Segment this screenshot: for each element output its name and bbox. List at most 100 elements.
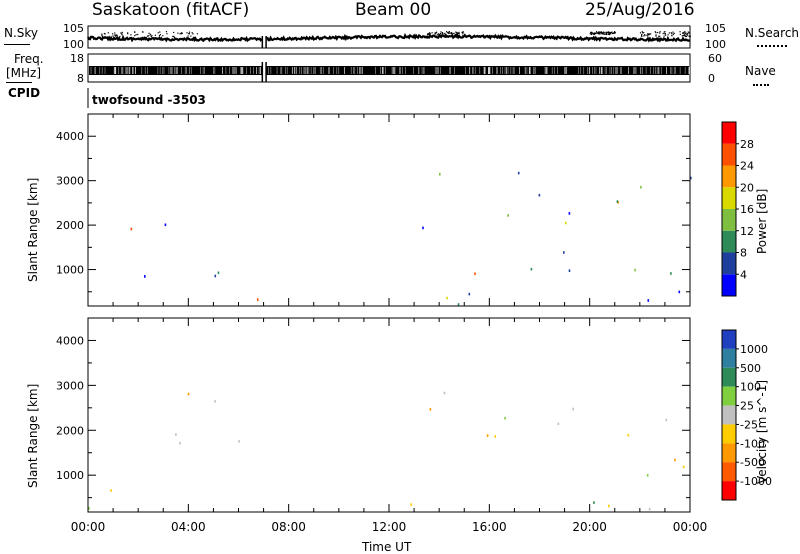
power-colorbar-segment [722,274,736,296]
nsearch-point [114,35,117,37]
nsearch-point [457,35,460,38]
nsearch-point [444,35,446,37]
nsearch-point [453,32,455,35]
nsearch-point [449,32,451,34]
freq-frame [87,53,691,83]
nsearch-point [589,33,591,35]
nsearch-point [607,33,609,35]
power-cell [130,227,133,231]
nsearch-point [686,33,688,35]
nsearch-point [446,32,448,34]
nsearch-point [448,35,450,37]
nsearch-point [116,35,118,37]
velocity-cell [608,504,610,508]
noise-panel: 105 100 105 100 [63,22,726,51]
nsearch-point [114,32,116,34]
nsearch-point [116,36,119,38]
nsearch-point [427,35,429,37]
nsearch-point [448,31,450,33]
nave-legend-line [753,84,769,86]
nsearch-point [655,35,657,37]
power-cell [214,274,217,278]
velocity-colorbar-segment [722,443,736,463]
nsearch-point [192,33,194,35]
nsearch-point [671,33,673,35]
nsearch-point [604,31,606,34]
nsearch-point [592,33,594,35]
power-cell [446,296,448,300]
nsearch-point [172,35,174,38]
nsearch-point [597,32,599,34]
nsearch-point [177,32,179,34]
nsearch-point [446,31,448,33]
nsearch-point [643,35,645,37]
velocity-colorbar-tick-label: 500 [740,362,761,375]
nsearch-point [609,32,612,34]
velocity-cell [429,408,432,411]
power-colorbar: 4 8 12 16 20 24 28 [721,121,754,297]
nsearch-point [121,31,123,34]
power-cell [563,251,565,254]
nsearch-point [186,36,188,39]
nsearch-point [432,35,434,37]
power-cell [568,269,571,272]
freq-right-tick-top: 60 [708,52,722,65]
velocity-colorbar-segment [722,462,736,482]
freq-legend-line [6,82,32,83]
nsky-series [87,33,691,43]
nsearch-point [649,33,651,35]
velocity-cell [110,489,112,492]
velocity-colorbar-segment [722,386,736,406]
nsearch-point [685,35,687,38]
nsearch-point [598,31,600,33]
velocity-cell [646,474,649,477]
power-cell [568,212,571,215]
nsearch-point [144,36,147,39]
noise-left-tick-bottom: 100 [63,38,84,51]
nsearch-point [150,35,152,38]
nsearch-point [654,31,656,33]
nsearch-point [148,32,150,34]
nsearch-point [689,35,691,37]
nsearch-point [444,33,446,35]
nsearch-point [188,32,190,35]
nsearch-point [682,32,684,34]
nsearch-point [441,31,443,34]
nsearch-point [662,32,664,35]
nsearch-point [639,32,642,34]
time-tick-label: 16:00 [472,520,507,534]
power-cell [468,292,471,296]
power-panel: 1000 2000 3000 4000 [56,113,692,307]
power-cell [640,185,642,189]
nsearch-point [462,35,464,37]
power-cell [678,290,681,294]
nsearch-point [607,31,610,33]
nsearch-point [103,32,106,35]
power-cell [617,201,619,204]
nsearch-point [593,33,595,36]
nsearch-point [684,33,686,35]
velocity-cell [648,507,651,511]
velocity-panel: 1000 2000 3000 4000 [56,317,691,513]
nsearch-point [441,34,443,37]
nsearch-point [158,36,161,38]
power-cell [164,223,167,227]
nsearch-point [159,34,161,36]
nsearch-point [664,34,667,36]
noise-right-tick-top: 105 [705,22,726,35]
freq-left-tick-top: 18 [70,52,84,65]
nsearch-point [147,35,149,37]
velocity-cell [88,507,90,510]
nsearch-point [448,32,450,34]
power-cell [565,221,567,225]
nsearch-point [135,34,137,36]
nsearch-point [596,32,598,34]
range-tick-label: 2000 [56,424,84,437]
nsearch-point [180,32,183,34]
nsearch-point [605,33,607,35]
nsearch-point [130,34,132,36]
nsearch-point [462,31,464,34]
nsearch-point [191,32,193,34]
velocity-cell [504,416,506,420]
nsearch-point [116,36,118,38]
